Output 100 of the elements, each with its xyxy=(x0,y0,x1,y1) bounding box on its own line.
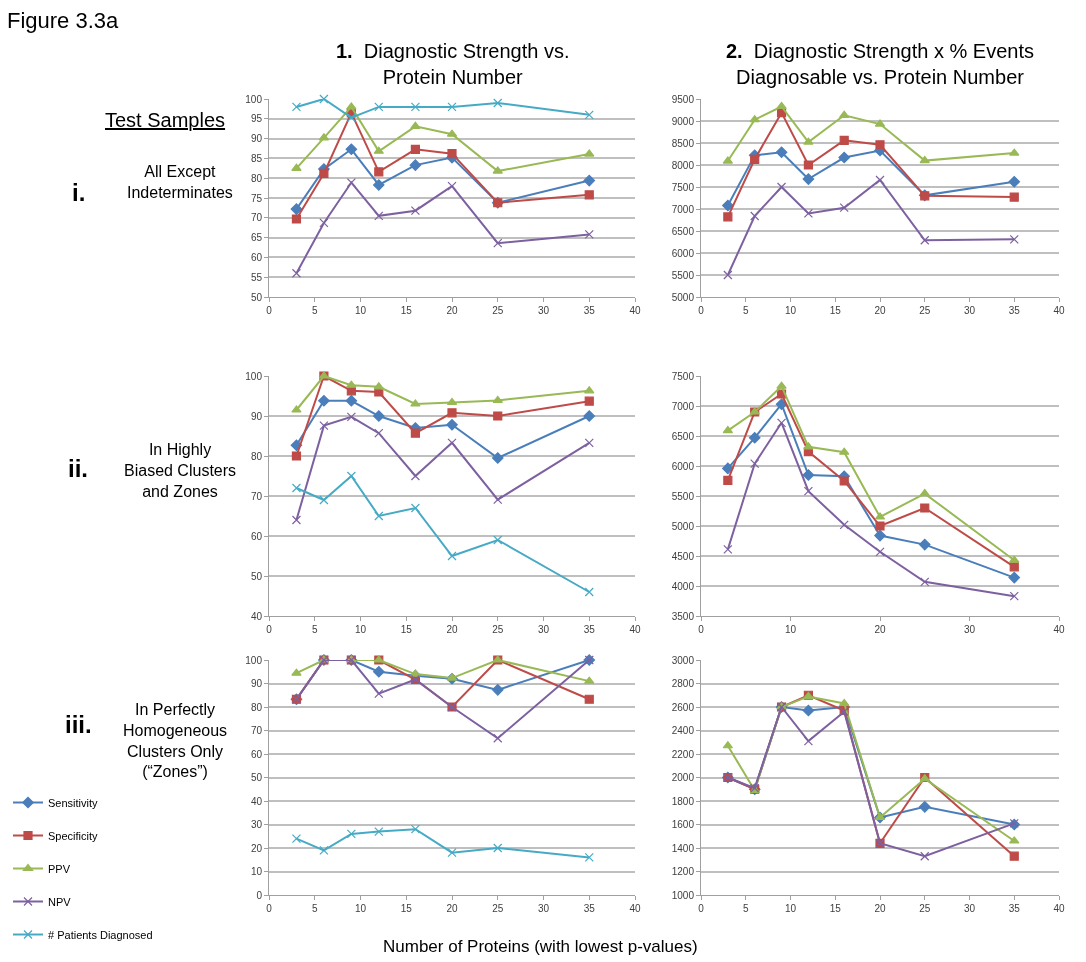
y-tick-label: 8500 xyxy=(671,137,695,149)
text: In Highly Biased Clusters and Zones xyxy=(124,441,237,500)
y-tick-label: 60 xyxy=(250,530,263,542)
y-tick-label: 50 xyxy=(250,570,263,582)
y-tick-label: 80 xyxy=(250,172,263,184)
x-tick-label: 35 xyxy=(1008,305,1021,316)
y-tick-label: 10 xyxy=(250,866,263,877)
y-tick-label: 6500 xyxy=(671,430,695,442)
x-tick-label: 0 xyxy=(266,305,273,316)
x-tick-label: 15 xyxy=(400,305,413,316)
x-tick-label: 35 xyxy=(1008,903,1021,914)
text: i. xyxy=(72,179,86,206)
x-tick-label: 20 xyxy=(874,624,886,635)
y-tick-label: 100 xyxy=(245,370,263,382)
x-tick-label: 40 xyxy=(629,305,641,316)
y-tick-label: 2200 xyxy=(671,748,695,760)
y-tick-label: 9500 xyxy=(671,93,695,105)
x-tick-label: 5 xyxy=(742,305,749,316)
legend-label: Sensitivity xyxy=(48,796,99,809)
x-tick-label: 25 xyxy=(492,305,504,316)
legend-label: PPV xyxy=(48,862,71,875)
x-tick-label: 5 xyxy=(311,903,318,914)
y-tick-label: 1200 xyxy=(671,866,695,877)
x-tick-label: 15 xyxy=(400,903,413,914)
x-tick-label: 0 xyxy=(698,903,705,914)
y-tick-label: 9000 xyxy=(671,115,695,127)
y-tick-label: 4000 xyxy=(671,580,695,592)
x-tick-label: 40 xyxy=(629,903,641,914)
y-tick-label: 90 xyxy=(250,133,263,145)
x-tick-label: 20 xyxy=(874,305,886,316)
y-tick-label: 3500 xyxy=(671,610,695,622)
x-tick-label: 20 xyxy=(874,903,886,914)
x-tick-label: 0 xyxy=(698,624,705,635)
x-tick-label: 15 xyxy=(829,903,842,914)
y-tick-label: 0 xyxy=(256,889,263,901)
y-tick-label: 6500 xyxy=(671,225,695,237)
y-tick-label: 20 xyxy=(250,842,263,854)
x-tick-label: 20 xyxy=(446,903,458,914)
y-tick-label: 80 xyxy=(250,450,263,462)
x-tick-label: 5 xyxy=(311,305,318,316)
x-tick-label: 35 xyxy=(583,305,596,316)
x-tick-label: 25 xyxy=(492,624,504,635)
x-tick-label: 10 xyxy=(354,903,367,914)
x-tick-label: 15 xyxy=(400,624,413,635)
chart-title: 2. Diagnostic Strength x % Events Diagnosable vs. Protein Number xyxy=(726,40,1034,88)
legend-label: Specificity xyxy=(48,829,99,842)
y-tick-label: 5000 xyxy=(671,291,695,303)
y-tick-label: 8000 xyxy=(671,159,695,171)
y-tick-label: 100 xyxy=(245,93,263,105)
y-tick-label: 90 xyxy=(250,410,263,422)
y-tick-label: 60 xyxy=(250,251,263,263)
y-tick-label: 60 xyxy=(250,748,263,760)
y-tick-label: 7000 xyxy=(671,400,695,412)
x-tick-label: 25 xyxy=(492,903,504,914)
x-tick-label: 25 xyxy=(919,305,931,316)
y-tick-label: 100 xyxy=(245,654,263,666)
y-tick-label: 80 xyxy=(250,701,263,713)
x-tick-label: 5 xyxy=(742,903,749,914)
x-tick-label: 30 xyxy=(963,903,976,914)
x-tick-label: 30 xyxy=(537,624,550,635)
y-tick-label: 2800 xyxy=(671,678,695,689)
y-tick-label: 70 xyxy=(250,725,263,736)
x-tick-label: 0 xyxy=(266,624,273,635)
y-tick-label: 7000 xyxy=(671,203,695,215)
x-tick-label: 20 xyxy=(446,624,458,635)
y-tick-label: 65 xyxy=(250,232,263,244)
y-tick-label: 85 xyxy=(250,152,263,164)
y-tick-label: 3000 xyxy=(671,654,695,666)
text: All Except Indeterminates xyxy=(127,163,233,201)
y-tick-label: 30 xyxy=(250,819,263,830)
x-tick-label: 40 xyxy=(1053,624,1065,635)
x-tick-label: 25 xyxy=(919,903,931,914)
text: ii. xyxy=(68,455,89,482)
x-tick-label: 30 xyxy=(963,624,976,635)
y-tick-label: 1000 xyxy=(671,889,695,901)
y-tick-label: 75 xyxy=(250,192,263,204)
x-tick-label: 30 xyxy=(537,305,550,316)
y-tick-label: 1600 xyxy=(671,819,695,830)
x-tick-label: 10 xyxy=(784,305,797,316)
text: In Perfectly Homogeneous Clusters Only (“Zones”) xyxy=(123,701,228,781)
y-tick-label: 90 xyxy=(250,678,263,689)
y-tick-label: 70 xyxy=(250,490,263,502)
y-tick-label: 50 xyxy=(250,291,263,303)
x-tick-label: 35 xyxy=(583,624,596,635)
y-tick-label: 5500 xyxy=(671,490,695,502)
y-tick-label: 6000 xyxy=(671,247,695,259)
y-tick-label: 1800 xyxy=(671,795,695,807)
y-tick-label: 5500 xyxy=(671,269,695,281)
text: Test Samples xyxy=(105,109,226,131)
y-tick-label: 2400 xyxy=(671,725,695,736)
y-tick-label: 2000 xyxy=(671,772,695,783)
x-tick-label: 20 xyxy=(446,305,458,316)
y-tick-label: 5000 xyxy=(671,520,695,532)
x-tick-label: 40 xyxy=(629,624,641,635)
x-axis-title: Number of Proteins (with lowest p-values) xyxy=(383,937,698,956)
x-tick-label: 40 xyxy=(1053,305,1065,316)
chart-title: 1. Diagnostic Strength vs. Protein Number xyxy=(336,40,570,88)
y-tick-label: 40 xyxy=(250,610,263,622)
y-tick-label: 55 xyxy=(250,271,263,283)
y-tick-label: 2600 xyxy=(671,701,695,713)
